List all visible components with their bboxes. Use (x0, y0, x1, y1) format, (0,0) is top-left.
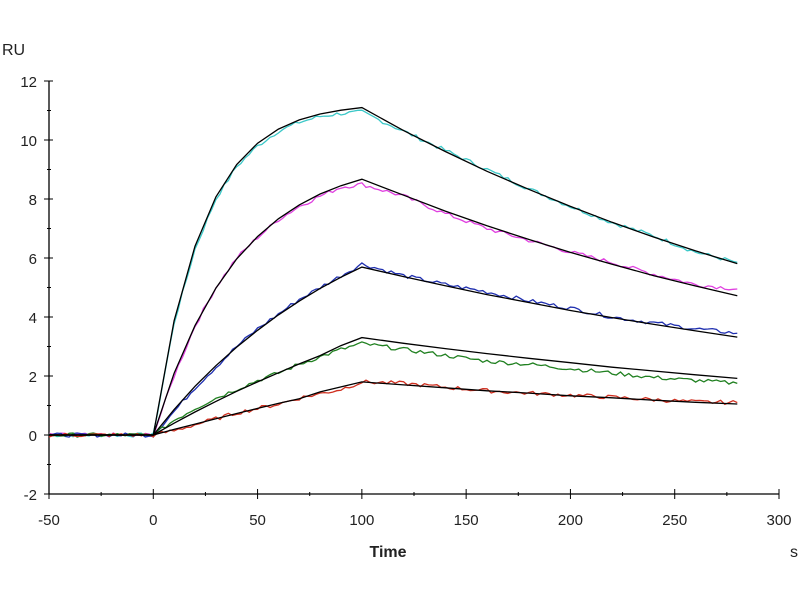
fit-2-line (49, 178, 738, 436)
y-tick-label: 4 (29, 310, 37, 327)
measured-1-line (48, 109, 738, 438)
y-tick-label: 0 (29, 428, 37, 445)
x-tick-label: -50 (38, 512, 60, 529)
x-tick-label: 250 (662, 512, 687, 529)
y-tick-label: 2 (29, 369, 37, 386)
x-tick-label: 200 (558, 512, 583, 529)
measured-5-line (48, 379, 738, 438)
x-tick-label: 150 (454, 512, 479, 529)
x-axis-unit: s (790, 544, 798, 561)
y-tick-label: 12 (20, 74, 37, 91)
y-tick-label: 8 (29, 192, 37, 209)
fit-4-line (49, 336, 738, 436)
y-tick-label: -2 (24, 487, 37, 504)
measured-4-line (48, 341, 738, 438)
fit-1-line (49, 106, 738, 436)
x-tick-label: 50 (249, 512, 266, 529)
fit-5-line (49, 381, 738, 436)
x-tick-label: 300 (766, 512, 791, 529)
fit-group (49, 106, 738, 436)
y-axis-label: RU (2, 42, 25, 59)
y-tick-label: 6 (29, 251, 37, 268)
y-tick-label: 10 (20, 133, 37, 150)
fit-3-line (49, 266, 738, 436)
x-axis-label: Time (369, 544, 406, 561)
x-tick-label: 100 (349, 512, 374, 529)
x-tick-label: 0 (149, 512, 157, 529)
axes: -2 0 2 4 6 8 10 12 -50 0 50 100 150 200 250 300 (20, 74, 791, 529)
